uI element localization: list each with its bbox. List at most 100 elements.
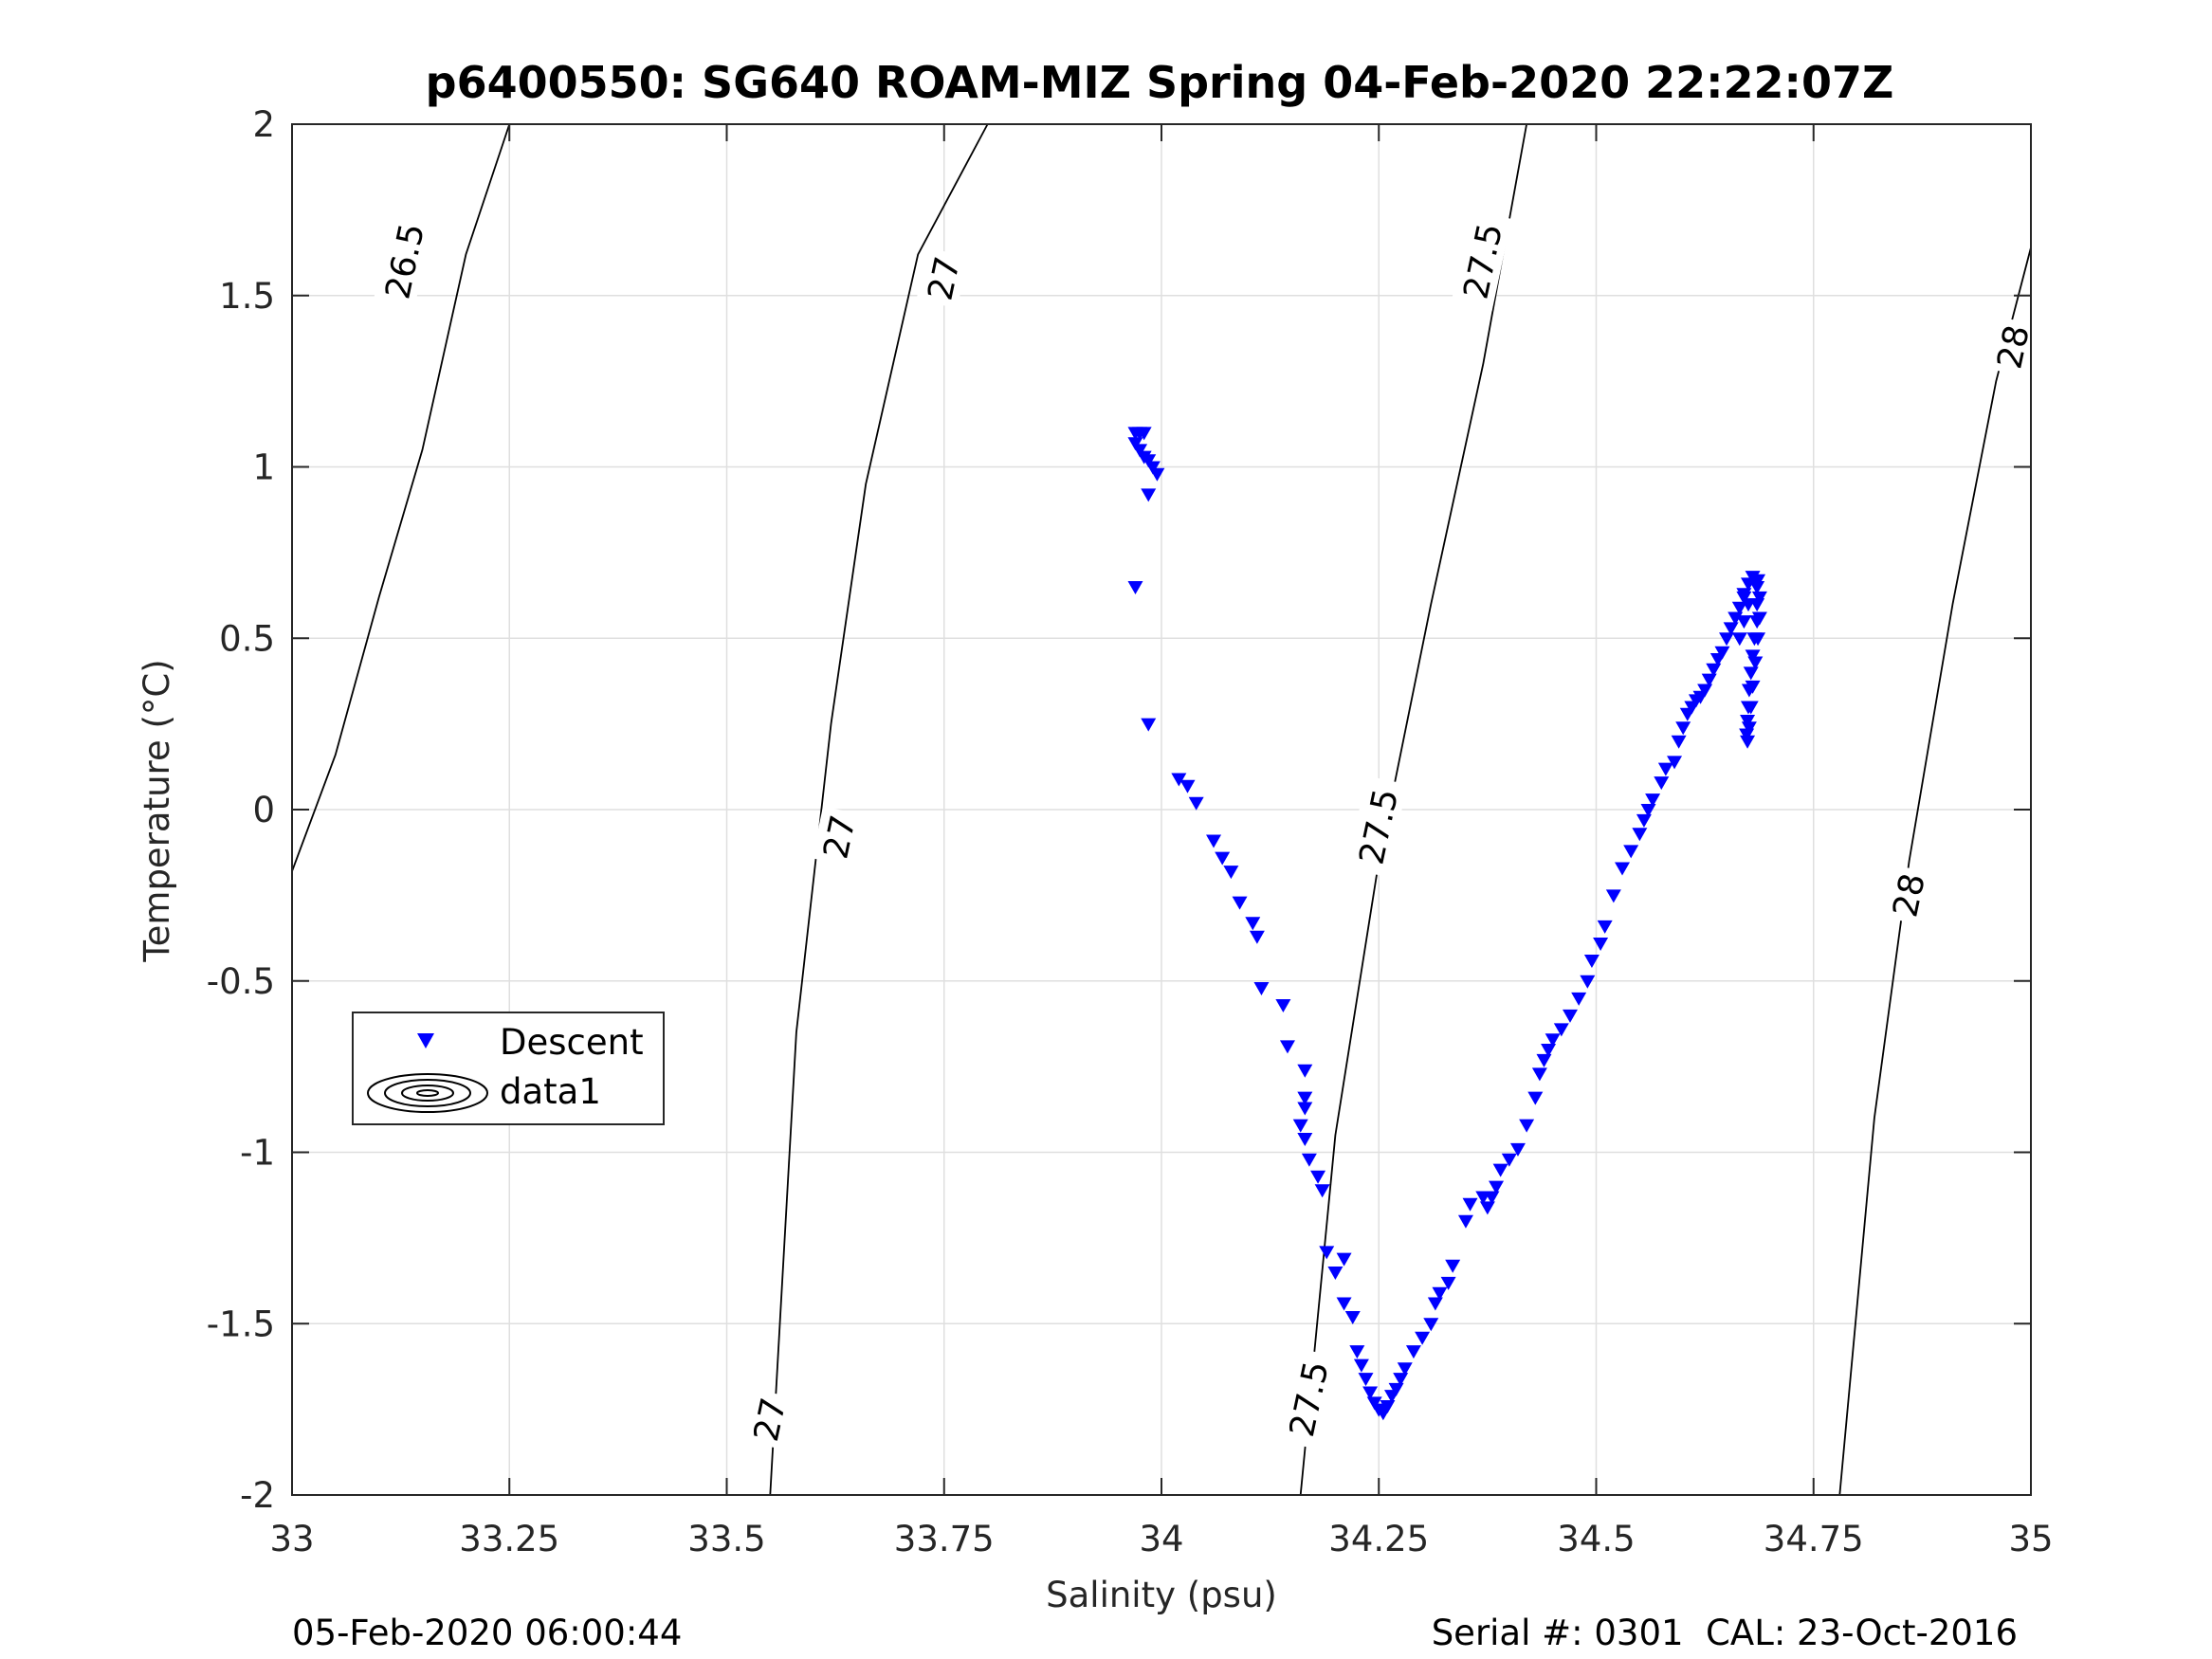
descent-point xyxy=(1723,622,1739,636)
y-axis-label: Temperature (°C) xyxy=(137,659,177,962)
descent-point xyxy=(1149,467,1165,482)
contour-label-group: 28 xyxy=(1985,316,2038,377)
descent-point xyxy=(1527,1091,1544,1105)
descent-point xyxy=(1349,1345,1365,1359)
footer-timestamp: 05-Feb-2020 06:00:44 xyxy=(292,1613,682,1653)
descent-point xyxy=(1623,845,1639,859)
descent-point xyxy=(1432,1286,1448,1301)
descent-point xyxy=(1657,762,1673,776)
contour-label-bg xyxy=(1346,775,1408,878)
descent-point xyxy=(1297,1091,1313,1105)
y-tick-label: 1 xyxy=(252,447,275,488)
descent-point xyxy=(1393,1373,1409,1387)
y-tick-label: -0.5 xyxy=(207,961,275,1002)
descent-point xyxy=(1327,1267,1344,1281)
contour-label-bg xyxy=(742,1389,795,1450)
descent-point xyxy=(1640,804,1656,817)
y-tick-label: -2 xyxy=(240,1475,275,1516)
descent-point xyxy=(1136,427,1152,441)
legend-entry-descent: Descent xyxy=(500,1022,644,1063)
descent-point xyxy=(1741,721,1757,736)
legend-descent-marker-icon xyxy=(417,1033,434,1048)
descent-point xyxy=(1253,981,1270,995)
descent-point xyxy=(1423,1318,1439,1332)
contour-label-bg xyxy=(1881,865,1933,925)
descent-point xyxy=(1415,1331,1431,1345)
descent-point xyxy=(1132,444,1148,458)
descent-point xyxy=(1127,437,1143,451)
descent-point xyxy=(1215,851,1231,866)
descent-point xyxy=(1697,684,1713,698)
contour-label-group: 27 xyxy=(742,1389,795,1450)
descent-point xyxy=(1541,1044,1557,1058)
descent-point xyxy=(1297,1102,1313,1116)
descent-point xyxy=(1362,1386,1379,1400)
descent-point xyxy=(1492,1163,1508,1177)
descent-point xyxy=(1583,955,1600,969)
descent-point xyxy=(1445,1259,1461,1273)
x-tick-label: 33.5 xyxy=(687,1519,765,1559)
descent-point xyxy=(1636,813,1652,828)
x-axis-label: Salinity (psu) xyxy=(1046,1575,1277,1615)
descent-point xyxy=(1223,866,1239,880)
descent-point xyxy=(1479,1201,1495,1215)
descent-point xyxy=(1336,1297,1352,1311)
contour-label: 28 xyxy=(1990,321,2038,372)
contour-label-bg xyxy=(1451,210,1512,312)
descent-point xyxy=(1310,1170,1326,1184)
x-tick-labels: 33 33.25 33.5 33.75 34 34.25 34.5 34.75 35 xyxy=(269,1519,2053,1559)
descent-point xyxy=(1749,581,1765,595)
descent-point xyxy=(1366,1396,1382,1411)
descent-point xyxy=(1750,632,1766,647)
descent-point xyxy=(1405,1345,1421,1359)
y-tick-label: -1 xyxy=(240,1133,275,1174)
descent-point xyxy=(1519,1119,1535,1133)
descent-point xyxy=(1751,611,1767,626)
descent-point xyxy=(1714,646,1730,660)
y-tick-label: 0.5 xyxy=(219,618,275,659)
x-tick-label: 34 xyxy=(1139,1519,1183,1559)
descent-point xyxy=(1462,1197,1478,1212)
x-tick-label: 34.75 xyxy=(1764,1519,1864,1559)
y-tick-label: 0 xyxy=(252,790,275,830)
contour-label: 27 xyxy=(747,1395,795,1445)
descent-point xyxy=(1179,779,1196,793)
descent-point xyxy=(1206,834,1222,848)
contour-label-group: 28 xyxy=(1881,865,1933,925)
x-tick-label: 33 xyxy=(269,1519,314,1559)
descent-point xyxy=(1654,776,1670,791)
contour-label-bg xyxy=(812,806,865,867)
contour-label-group: 27 xyxy=(812,806,865,867)
descent-point xyxy=(1545,1033,1561,1048)
descent-point xyxy=(1745,680,1761,694)
x-tick-label: 33.75 xyxy=(894,1519,995,1559)
x-tick-label: 35 xyxy=(2008,1519,2053,1559)
x-tick-label: 34.5 xyxy=(1557,1519,1635,1559)
descent-point xyxy=(1232,896,1248,910)
descent-point xyxy=(1747,656,1764,670)
descent-point xyxy=(1427,1297,1443,1311)
descent-point xyxy=(1536,1053,1552,1067)
descent-point xyxy=(1344,1311,1361,1325)
descent-point xyxy=(1740,715,1756,729)
descent-point xyxy=(1731,601,1747,615)
descent-point xyxy=(1279,1040,1295,1054)
contour-label: 27 xyxy=(816,811,864,862)
descent-point xyxy=(1728,611,1744,626)
descent-point xyxy=(1743,666,1759,681)
y-tick-label: 2 xyxy=(252,104,275,145)
descent-point xyxy=(1615,862,1631,876)
descent-point xyxy=(1719,632,1735,647)
contour-line-26-5 xyxy=(291,123,511,872)
descent-point xyxy=(1457,1214,1473,1229)
descent-point xyxy=(1292,1119,1308,1133)
descent-point xyxy=(1358,1373,1374,1387)
contour-label-group: 27 xyxy=(916,247,969,309)
descent-point xyxy=(1380,1400,1396,1414)
descent-point xyxy=(1667,756,1683,770)
x-tick-label: 33.25 xyxy=(459,1519,559,1559)
descent-point xyxy=(1750,574,1766,588)
y-tick-label: 1.5 xyxy=(219,276,275,317)
